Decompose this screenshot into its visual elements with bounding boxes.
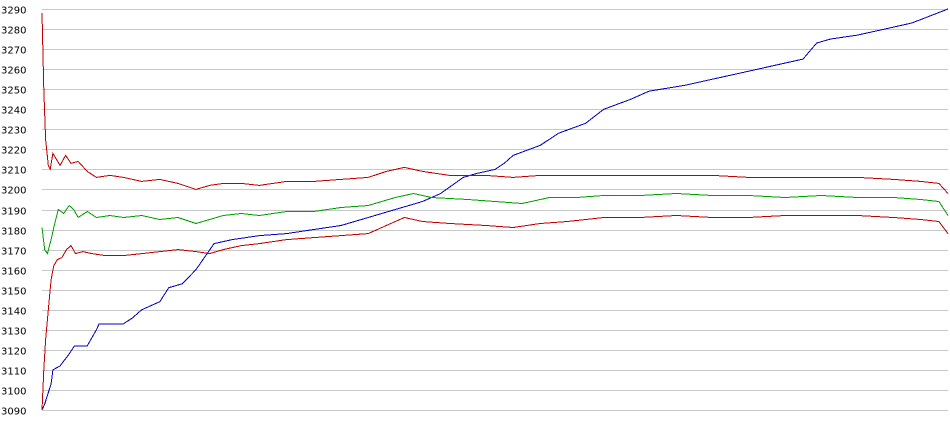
y-tick-label: 3100 bbox=[1, 387, 26, 398]
y-tick-label: 3280 bbox=[1, 26, 26, 37]
y-tick-label: 3210 bbox=[1, 166, 26, 177]
series-line-2 bbox=[41, 192, 949, 255]
series-lines bbox=[41, 8, 949, 411]
y-tick-label: 3170 bbox=[1, 247, 26, 258]
y-tick-label: 3240 bbox=[1, 106, 26, 117]
y-axis-tick-labels: 3090 3100 3110 3120 3130 3140 3150 3160 3170 3180… bbox=[1, 6, 26, 418]
series-line-3 bbox=[41, 12, 949, 194]
y-tick-label: 3110 bbox=[1, 367, 26, 378]
y-tick-label: 3160 bbox=[1, 267, 26, 278]
y-tick-label: 3140 bbox=[1, 307, 26, 318]
y-tick-label: 3150 bbox=[1, 287, 26, 298]
y-tick-label: 3250 bbox=[1, 86, 26, 97]
y-tick-label: 3230 bbox=[1, 126, 26, 137]
y-tick-label: 3200 bbox=[1, 186, 26, 197]
y-tick-label: 3180 bbox=[1, 227, 26, 238]
gridlines bbox=[42, 9, 948, 411]
series-line-4 bbox=[41, 214, 949, 411]
y-tick-label: 3260 bbox=[1, 66, 26, 77]
y-tick-label: 3220 bbox=[1, 146, 26, 157]
y-tick-label: 3270 bbox=[1, 46, 26, 57]
y-tick-label: 3130 bbox=[1, 327, 26, 338]
y-tick-label: 3120 bbox=[1, 347, 26, 358]
y-tick-label: 3090 bbox=[1, 407, 26, 418]
y-tick-label: 3190 bbox=[1, 207, 26, 218]
y-tick-label: 3290 bbox=[1, 6, 26, 17]
series-line-1 bbox=[41, 8, 949, 411]
